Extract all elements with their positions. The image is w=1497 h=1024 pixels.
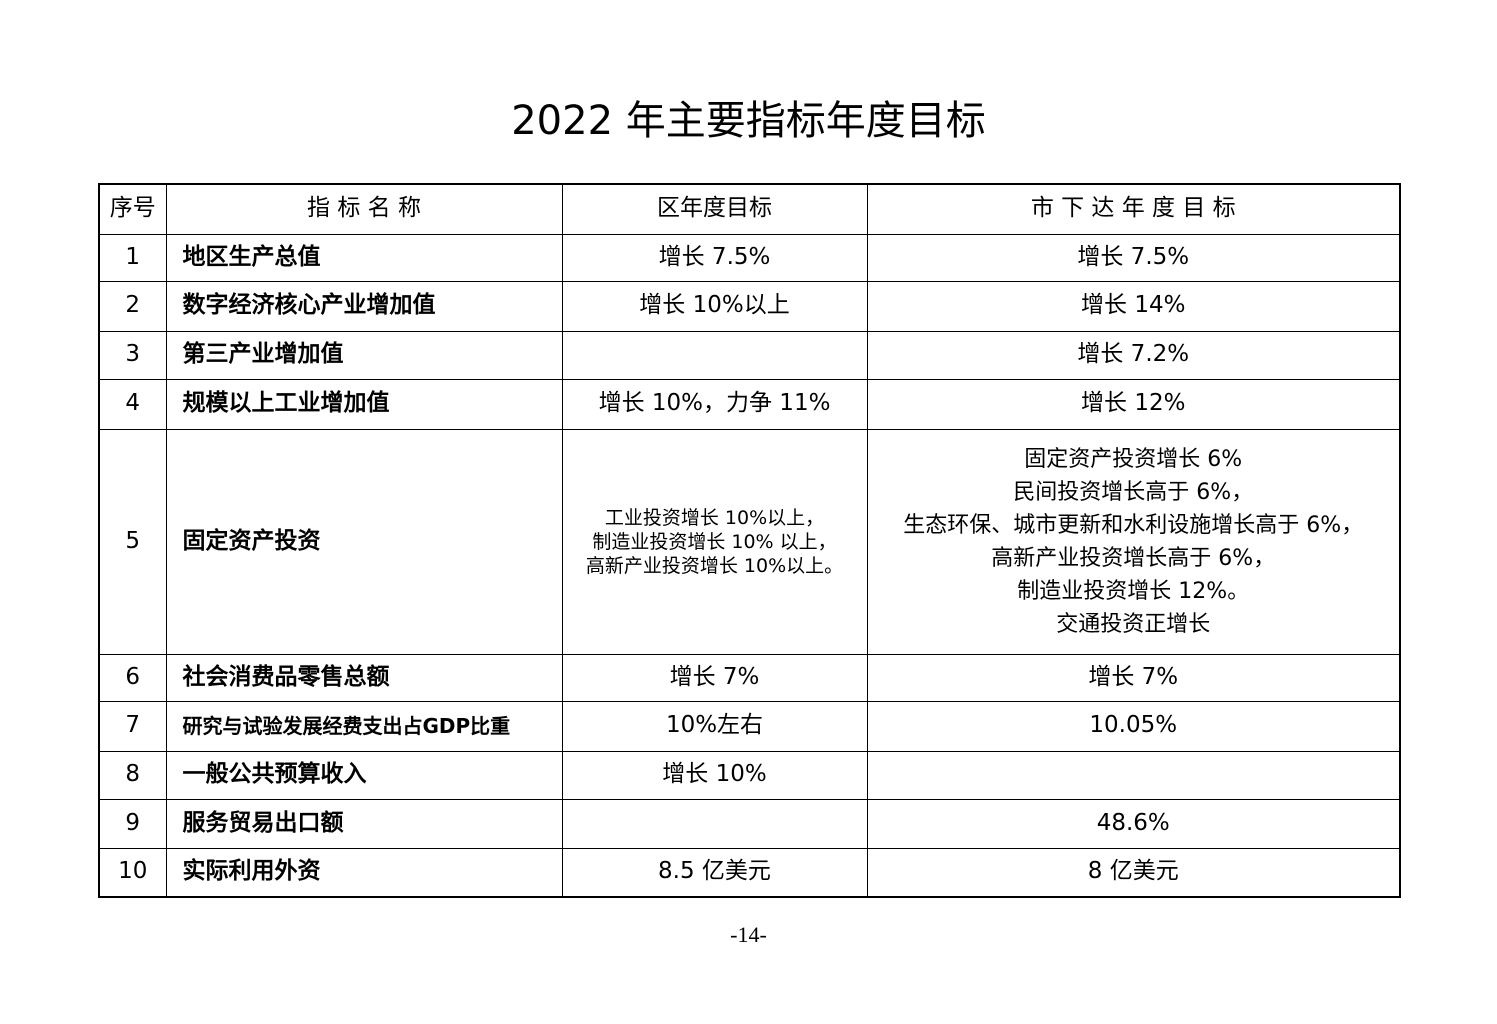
target-line: 增长 10%，力争 11% xyxy=(598,390,831,417)
table-row: 7 研究与试验发展经费支出占GDP比重 10%左右 10.05% xyxy=(98,700,1401,752)
target-line: 48.6% xyxy=(1096,809,1170,836)
title: 2022 年主要指标年度目标 xyxy=(511,98,986,144)
table-row: 8 一般公共预算收入 增长 10% xyxy=(98,750,1401,800)
target-cell: 增长 7.5% xyxy=(866,233,1401,282)
indicator-cell: 服务贸易出口额 xyxy=(165,798,563,849)
target-line: 增长 10%以上 xyxy=(639,292,790,319)
target-cell: 增长 7.2% xyxy=(866,330,1401,380)
header-cell: 序号 xyxy=(98,183,167,235)
target-line: 制造业投资增长 12%。 xyxy=(1017,578,1250,604)
target-line: 增长 7% xyxy=(1088,663,1179,690)
indicator-cell: 实际利用外资 xyxy=(165,847,563,898)
target-line: 增长 10% xyxy=(662,761,767,788)
target-line: 增长 7.2% xyxy=(1077,341,1190,368)
target-line: 10%左右 xyxy=(665,712,764,739)
target-cell: 8 亿美元 xyxy=(866,847,1401,898)
table-row: 2 数字经济核心产业增加值 增长 10%以上 增长 14% xyxy=(98,280,1401,332)
target-cell: 增长 7% xyxy=(561,653,868,702)
target-line: 增长 7.5% xyxy=(658,243,771,270)
index-cell: 7 xyxy=(98,700,167,752)
target-cell: 固定资产投资增长 6% 民间投资增长高于 6%， 生态环保、城市更新和水利设施增长高… xyxy=(866,428,1401,655)
target-cell: 增长 7.5% xyxy=(561,233,868,282)
index-cell: 3 xyxy=(98,330,167,380)
target-line: 交通投资正增长 xyxy=(1056,611,1211,637)
target-line: 8 亿美元 xyxy=(1087,858,1179,885)
index-cell: 10 xyxy=(98,847,167,898)
indicator-cell: 一般公共预算收入 xyxy=(165,750,563,800)
target-cell xyxy=(866,750,1401,800)
index-cell: 2 xyxy=(98,280,167,332)
target-cell: 8.5 亿美元 xyxy=(561,847,868,898)
target-cell: 10.05% xyxy=(866,700,1401,752)
target-cell: 48.6% xyxy=(866,798,1401,849)
table-row: 1 地区生产总值 增长 7.5% 增长 7.5% xyxy=(98,233,1401,282)
index-cell: 5 xyxy=(98,428,167,655)
index-cell: 4 xyxy=(98,378,167,430)
target-line: 制造业投资增长 10% 以上， xyxy=(592,530,837,553)
index-cell: 6 xyxy=(98,653,167,702)
indicator-cell: 规模以上工业增加值 xyxy=(165,378,563,430)
table-row: 3 第三产业增加值 增长 7.2% xyxy=(98,330,1401,380)
target-line: 增长 7% xyxy=(669,663,760,690)
indicator-cell: 地区生产总值 xyxy=(165,233,563,282)
indicator-cell: 数字经济核心产业增加值 xyxy=(165,280,563,332)
index-cell: 1 xyxy=(98,233,167,282)
target-line: 增长 7.5% xyxy=(1077,243,1190,270)
target-line: 10.05% xyxy=(1089,712,1178,739)
header-row: 序号指 标 名 称区年度目标市 下 达 年 度 目 标 xyxy=(98,183,1401,235)
index-cell: 8 xyxy=(98,750,167,800)
target-cell: 增长 7% xyxy=(866,653,1401,702)
target-cell: 10%左右 xyxy=(561,700,868,752)
header-cell: 市 下 达 年 度 目 标 xyxy=(866,183,1401,235)
table-row: 6 社会消费品零售总额 增长 7% 增长 7% xyxy=(98,653,1401,702)
target-line: 固定资产投资增长 6% xyxy=(1024,446,1243,472)
target-cell xyxy=(561,330,868,380)
target-cell: 增长 10% xyxy=(561,750,868,800)
target-cell: 工业投资增长 10%以上， 制造业投资增长 10% 以上， 高新产业投资增长 10%… xyxy=(561,428,868,655)
target-cell xyxy=(561,798,868,849)
header-cell: 区年度目标 xyxy=(561,183,868,235)
table-row: 5 固定资产投资 工业投资增长 10%以上， 制造业投资增长 10% 以上， 高新产业投… xyxy=(98,428,1401,655)
page-number: -14- xyxy=(730,922,767,947)
table-row: 4 规模以上工业增加值 增长 10%，力争 11% 增长 12% xyxy=(98,378,1401,430)
targets-table: 序号指 标 名 称区年度目标市 下 达 年 度 目 标 1 地区生产总值 增长 7.5… xyxy=(98,183,1401,898)
indicator-cell: 第三产业增加值 xyxy=(165,330,563,380)
target-line: 高新产业投资增长 10%以上。 xyxy=(585,554,844,577)
indicator-cell: 固定资产投资 xyxy=(165,428,563,655)
target-cell: 增长 14% xyxy=(866,280,1401,332)
target-line: 生态环保、城市更新和水利设施增长高于 6%， xyxy=(903,512,1364,538)
target-line: 增长 14% xyxy=(1081,292,1186,319)
header-cell: 指 标 名 称 xyxy=(165,183,563,235)
target-line: 高新产业投资增长高于 6%， xyxy=(991,545,1276,571)
table-row: 9 服务贸易出口额 48.6% xyxy=(98,798,1401,849)
table-row: 10 实际利用外资 8.5 亿美元 8 亿美元 xyxy=(98,847,1401,898)
indicator-cell: 研究与试验发展经费支出占GDP比重 xyxy=(165,700,563,752)
target-cell: 增长 10%，力争 11% xyxy=(561,378,868,430)
target-line: 增长 12% xyxy=(1081,390,1186,417)
target-line: 民间投资增长高于 6%， xyxy=(1013,479,1254,505)
indicator-cell: 社会消费品零售总额 xyxy=(165,653,563,702)
target-cell: 增长 12% xyxy=(866,378,1401,430)
target-line: 8.5 亿美元 xyxy=(658,858,771,885)
target-cell: 增长 10%以上 xyxy=(561,280,868,332)
index-cell: 9 xyxy=(98,798,167,849)
target-line: 工业投资增长 10%以上， xyxy=(604,506,825,529)
